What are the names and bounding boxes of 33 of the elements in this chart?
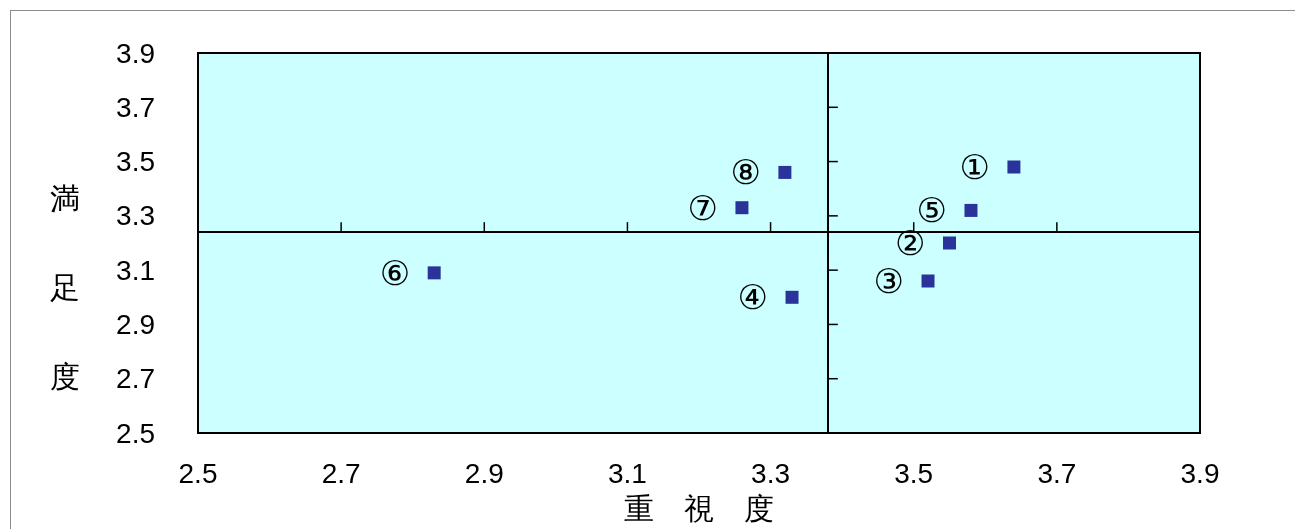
- point: [964, 203, 978, 217]
- point: [1007, 160, 1021, 174]
- point: [735, 201, 749, 215]
- point: [778, 165, 792, 179]
- x-tick-label: 2.9: [464, 457, 504, 489]
- y-tick-label: 3.1: [116, 254, 155, 286]
- y-tick-label: 3.7: [116, 91, 155, 123]
- point: [427, 266, 441, 280]
- y-tick-label: 3.9: [116, 37, 155, 69]
- y-tick-label: 2.5: [116, 417, 155, 449]
- y-tick-label: 3.5: [116, 146, 155, 178]
- x-tick-label: 3.3: [751, 457, 791, 489]
- annotation: ⑧: [730, 152, 761, 193]
- y-tick-label: 3.3: [116, 200, 155, 232]
- x-tick-label: 3.9: [1180, 457, 1220, 489]
- x-tick-label: 3.7: [1037, 457, 1077, 489]
- y-tick-label: 2.9: [116, 308, 155, 340]
- x-tick-label: 3.5: [894, 457, 934, 489]
- point: [943, 236, 956, 250]
- x-tick-label: 2.7: [321, 457, 361, 489]
- annotation: ③: [873, 261, 905, 301]
- annotation: ①: [959, 147, 990, 187]
- x-tick-label: 2.5: [178, 457, 218, 489]
- annotation: ④: [737, 277, 769, 318]
- point: [785, 290, 799, 304]
- x-axis-title: 重 視 度: [624, 490, 774, 526]
- point: [921, 274, 935, 288]
- y-tick-label: 2.7: [116, 363, 155, 395]
- text: 満足度: [50, 181, 80, 394]
- x-tick-label: 3.1: [607, 457, 647, 489]
- annotation: ⑥: [379, 252, 411, 293]
- annotation: ⑤: [916, 190, 947, 231]
- annotation: ⑦: [687, 187, 718, 228]
